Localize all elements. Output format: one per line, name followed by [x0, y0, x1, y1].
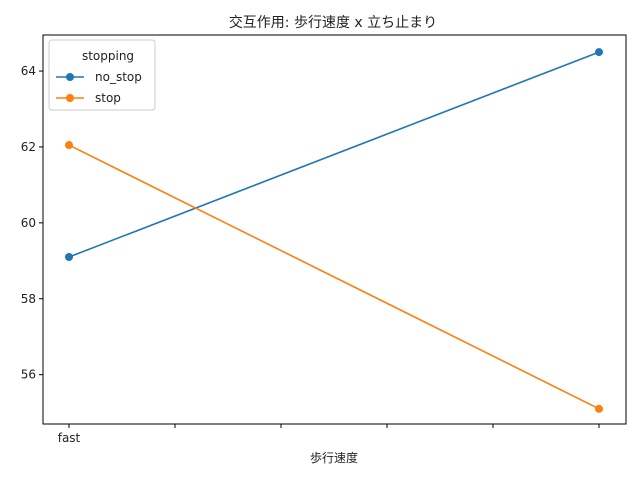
legend-label-no_stop: no_stop: [95, 70, 142, 84]
legend-marker-no_stop: [66, 73, 74, 81]
x-tick-label: fast: [58, 431, 81, 445]
y-tick-label: 56: [21, 368, 36, 382]
legend-box: [48, 39, 156, 111]
plot-area: 56 58 60 62 64 fast: [21, 34, 627, 445]
legend-marker-stop: [66, 94, 74, 102]
plot-frame: [42, 34, 627, 425]
data-point-stop: [595, 404, 603, 413]
series-line-no_stop: [68, 51, 600, 258]
series-line-stop: [68, 144, 600, 410]
y-tick-label: 62: [21, 140, 36, 154]
y-tick-label: 64: [21, 64, 36, 78]
legend-label-stop: stop: [95, 91, 121, 105]
y-tick-label: 60: [21, 216, 36, 230]
y-tick-label: 58: [21, 292, 36, 306]
data-point-stop: [65, 141, 73, 150]
legend-title: stopping: [82, 49, 134, 63]
data-point-no_stop: [65, 253, 73, 262]
chart-title: 交互作用: 歩行速度 x 立ち止まり: [229, 14, 437, 31]
x-axis-label: 歩行速度: [310, 450, 358, 465]
data-point-no_stop: [595, 48, 603, 57]
